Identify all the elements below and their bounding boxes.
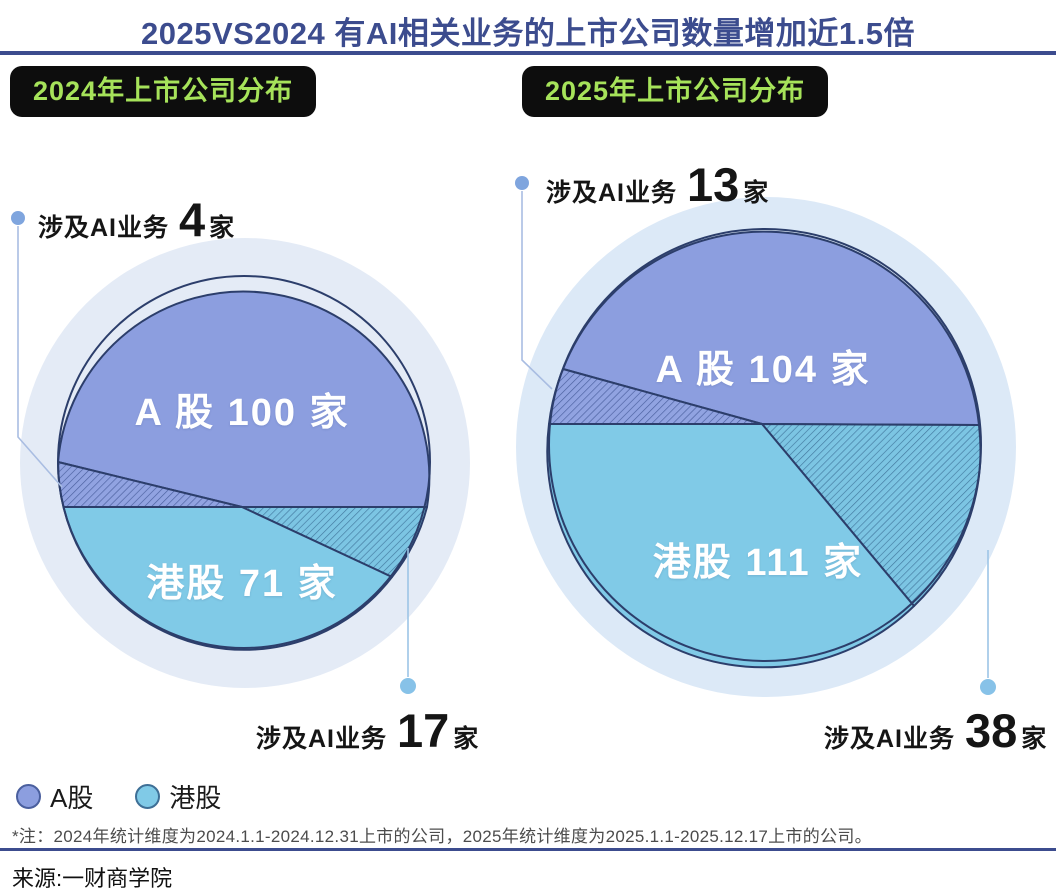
pie-2025-hk-share-label: 港股 111 家 [652, 542, 864, 584]
callout-prefix: 涉及AI业务 [824, 725, 956, 753]
callout-suffix: 家 [1021, 725, 1047, 753]
pie-2025-a-share-label: A 股 104 家 [655, 349, 871, 391]
dot-2024-ai-hk [400, 678, 416, 694]
dot-2025-ai-a [515, 176, 529, 190]
callout-prefix: 涉及AI业务 [38, 214, 170, 242]
dot-2025-ai-hk [980, 679, 996, 695]
callout-value: 4 [179, 193, 206, 246]
callout-suffix: 家 [209, 214, 235, 242]
callout-2024-ai-a: 涉及AI业务 4 家 [38, 192, 234, 247]
dot-2024-ai-a [11, 211, 25, 225]
callout-suffix: 家 [743, 179, 769, 207]
a-share-swatch-icon [16, 784, 41, 809]
pie-2024 [56, 275, 431, 651]
callout-value: 38 [965, 704, 1018, 757]
footnote: *注：2024年统计维度为2024.1.1-2024.12.31上市的公司，20… [12, 827, 872, 846]
badge-2025: 2025年上市公司分布 [522, 66, 829, 117]
title-underline [0, 51, 1056, 55]
callout-prefix: 涉及AI业务 [546, 179, 678, 207]
pie-2024-outline [57, 275, 431, 649]
pie-2024-hk-share-label: 港股 71 家 [146, 563, 338, 605]
slice-2024-a-share [57, 290, 431, 508]
callout-value: 13 [687, 158, 740, 211]
callout-connectors [11, 176, 996, 695]
callout-2025-ai-hk: 涉及AI业务 38 家 [824, 703, 1046, 758]
pie-2024-a-share-label: A 股 100 家 [134, 392, 350, 434]
callout-value: 17 [397, 704, 450, 757]
pie-2025 [546, 228, 982, 669]
source-credit: 来源:一财商学院 [12, 866, 173, 891]
connector-2025-ai-a [521, 191, 553, 390]
slice-2025-a-share [562, 230, 980, 426]
callout-2024-ai-hk: 涉及AI业务 17 家 [256, 703, 478, 758]
legend: A股 港股 [16, 778, 221, 815]
badge-2024: 2024年上市公司分布 [10, 66, 317, 117]
legend-item-hk-share: 港股 [135, 778, 221, 815]
footer-divider [0, 848, 1056, 851]
legend-label: 港股 [169, 783, 222, 813]
callout-prefix: 涉及AI业务 [256, 725, 388, 753]
connector-2024-ai-a [17, 226, 63, 488]
page-title: 2025VS2024 有AI相关业务的上市公司数量增加近1.5倍 [141, 16, 915, 51]
pie-2025-outline [548, 228, 982, 662]
legend-item-a-share: A股 [16, 778, 93, 815]
legend-label: A股 [50, 783, 94, 813]
callout-suffix: 家 [453, 725, 479, 753]
hk-share-swatch-icon [135, 784, 161, 809]
callout-2025-ai-a: 涉及AI业务 13 家 [546, 157, 768, 212]
slice-2025-hk-share [546, 423, 915, 669]
